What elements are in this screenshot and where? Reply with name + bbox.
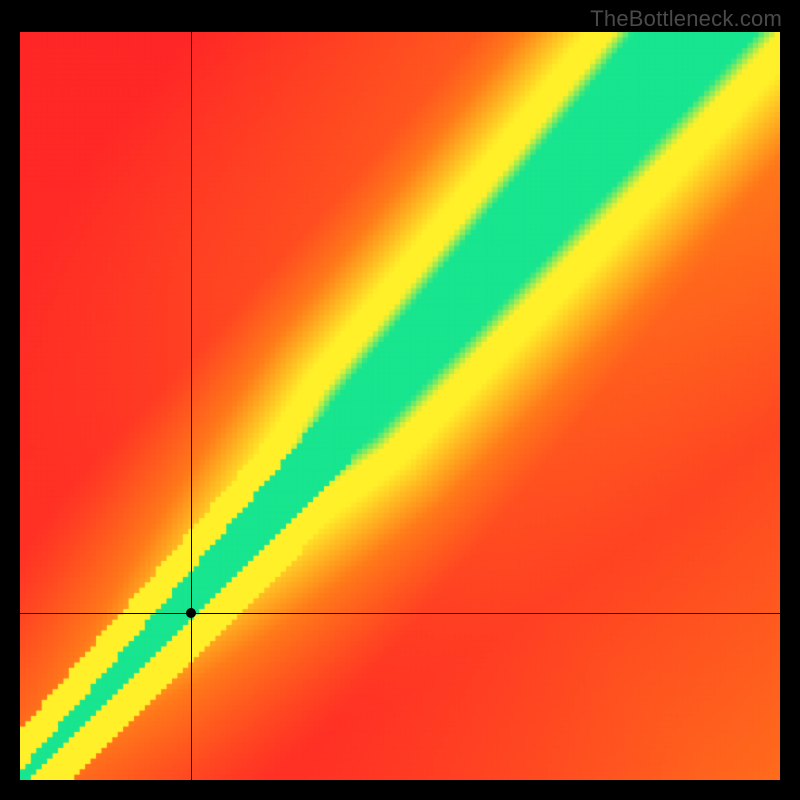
watermark-text: TheBottleneck.com (590, 6, 782, 32)
heatmap-plot (20, 32, 780, 780)
crosshair-marker (186, 608, 196, 618)
heatmap-canvas (20, 32, 780, 780)
crosshair-vertical (191, 32, 192, 780)
crosshair-horizontal (20, 613, 780, 614)
